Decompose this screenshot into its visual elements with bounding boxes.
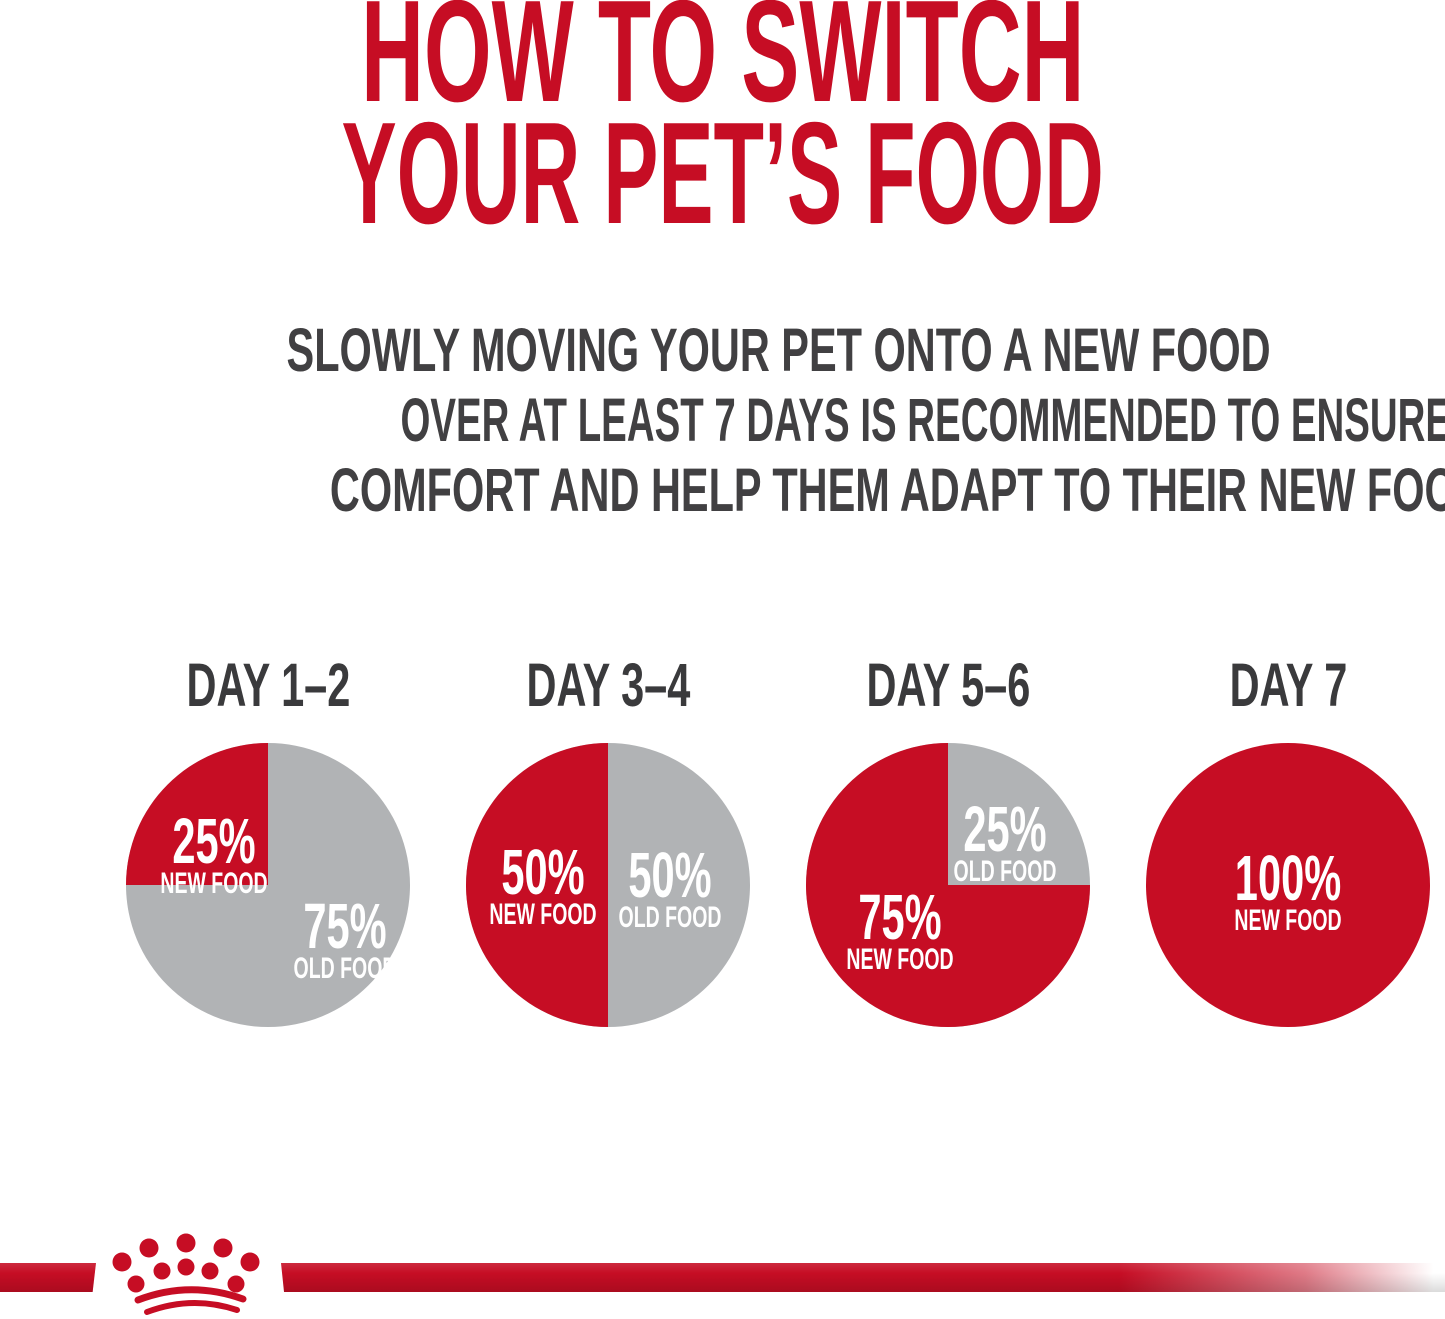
slice-pct: 25% <box>172 804 256 877</box>
slice-new-food <box>466 743 608 1027</box>
slice-new-food <box>1146 743 1430 1027</box>
slice-label-new-food: 25% NEW FOOD <box>160 804 268 900</box>
slice-name: OLD FOOD <box>293 951 397 985</box>
pie-chart-day-1-2: 25% NEW FOOD 75% OLD FOOD <box>126 743 410 1027</box>
pie-svg-day-5-6 <box>806 743 1090 1027</box>
pie-chart-day-3-4: 50% NEW FOOD 50% OLD FOOD <box>466 743 750 1027</box>
slice-label-new-food: 75% NEW FOOD <box>846 881 954 977</box>
slice-pct: 75% <box>303 889 387 962</box>
day-label-1-2-text: DAY 1–2 <box>186 651 350 719</box>
day-column-1-2: DAY 1–2 25% NEW FOOD 75% OLD FOOD <box>98 653 438 1027</box>
slice-pct: 25% <box>963 793 1047 866</box>
slice-new-food <box>806 743 1090 1027</box>
slice-name: OLD FOOD <box>619 900 722 934</box>
title-line-1-text: HOW TO SWITCH <box>360 0 1085 132</box>
pie-svg-day-3-4 <box>466 743 750 1027</box>
slice-name: NEW FOOD <box>489 897 597 931</box>
subtitle-line-1: SLOWLY MOVING YOUR PET ONTO A NEW FOOD <box>55 315 1445 385</box>
day-label-1-2: DAY 1–2 <box>98 653 438 717</box>
day-label-3-4: DAY 3–4 <box>438 653 778 717</box>
pie-chart-day-5-6: 25% OLD FOOD 75% NEW FOOD <box>806 743 1090 1027</box>
slice-pct: 50% <box>501 835 585 908</box>
slice-pct: 75% <box>858 881 942 954</box>
slice-pct: 100% <box>1234 841 1342 914</box>
title-line-1: HOW TO SWITCH <box>0 0 1445 132</box>
royal-canin-crown-icon <box>112 1233 260 1315</box>
transition-days-chart: DAY 1–2 25% NEW FOOD 75% OLD FOOD DAY 3–… <box>0 653 1445 1043</box>
slice-name: NEW FOOD <box>160 866 268 900</box>
day-column-5-6: DAY 5–6 25% OLD FOOD 75% NEW FOOD <box>778 653 1118 1027</box>
subtitle-line-2-text: OVER AT LEAST 7 DAYS IS RECOMMENDED TO E… <box>400 386 1445 454</box>
subtitle-line-3: COMFORT AND HELP THEM ADAPT TO THEIR NEW… <box>55 455 1445 525</box>
slice-label-old-food: 25% OLD FOOD <box>953 793 1057 889</box>
slice-label-old-food: 50% OLD FOOD <box>619 838 722 934</box>
day-label-7-text: DAY 7 <box>1229 651 1347 719</box>
subtitle-line-3-text: COMFORT AND HELP THEM ADAPT TO THEIR NEW… <box>329 456 1445 524</box>
pie-chart-day-7: 100% NEW FOOD <box>1146 743 1430 1027</box>
slice-name: NEW FOOD <box>846 943 954 977</box>
subtitle-line-1-text: SLOWLY MOVING YOUR PET ONTO A NEW FOOD <box>286 316 1271 384</box>
day-label-5-6-text: DAY 5–6 <box>866 651 1030 719</box>
slice-name: NEW FOOD <box>1234 903 1342 937</box>
slice-pct: 50% <box>628 838 713 911</box>
title-line-2: YOUR PET’S FOOD <box>0 92 1445 254</box>
day-label-5-6: DAY 5–6 <box>778 653 1118 717</box>
brand-ribbon-right <box>281 1263 1445 1292</box>
slice-label-new-food: 100% NEW FOOD <box>1234 841 1342 937</box>
day-label-3-4-text: DAY 3–4 <box>526 651 690 719</box>
pie-svg-day-7 <box>1146 743 1430 1027</box>
title-line-2-text: YOUR PET’S FOOD <box>341 92 1104 254</box>
day-column-7: DAY 7 100% NEW FOOD <box>1118 653 1445 1027</box>
slice-new-food <box>126 743 268 885</box>
crown-base-arcs <box>134 1286 247 1315</box>
slice-label-old-food: 75% OLD FOOD <box>293 889 397 985</box>
day-label-7: DAY 7 <box>1118 653 1445 717</box>
subtitle: SLOWLY MOVING YOUR PET ONTO A NEW FOOD O… <box>55 315 1445 525</box>
brand-ribbon-left <box>0 1263 96 1292</box>
slice-name: OLD FOOD <box>953 855 1057 889</box>
subtitle-line-2: OVER AT LEAST 7 DAYS IS RECOMMENDED TO E… <box>55 385 1445 455</box>
day-column-3-4: DAY 3–4 50% NEW FOOD 50% OLD FOOD <box>438 653 778 1027</box>
slice-label-new-food: 50% NEW FOOD <box>489 835 597 931</box>
crown-dots <box>112 1233 260 1293</box>
page-title: HOW TO SWITCH YOUR PET’S FOOD <box>0 0 1445 254</box>
pie-svg-day-1-2 <box>126 743 410 1027</box>
